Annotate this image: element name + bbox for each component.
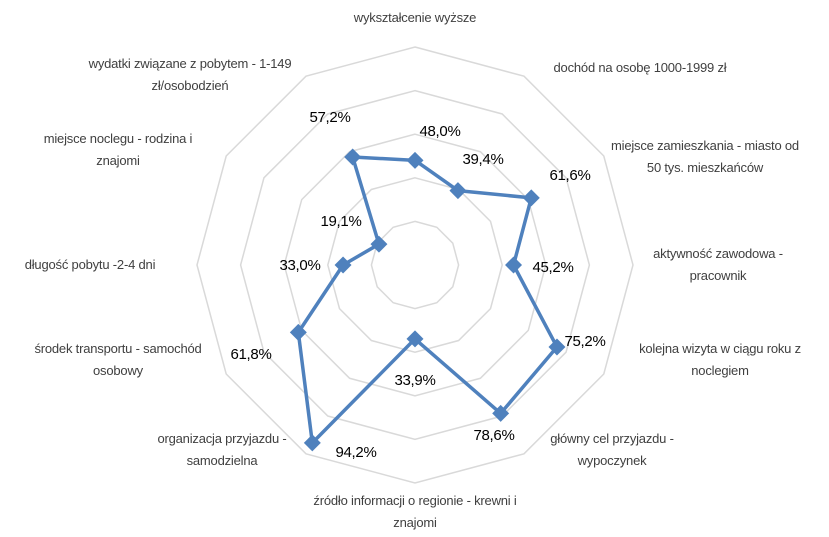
grid-ring [196,46,634,484]
category-label: aktywność zawodowa - pracownik [653,246,783,283]
marker [303,434,321,452]
data-label: 45,2% [532,259,573,276]
marker [334,256,352,274]
data-label: 94,2% [335,444,376,461]
category-label: długość pobytu -2-4 dni [24,257,156,272]
data-label: 78,6% [473,427,514,444]
marker [370,235,388,253]
category-label: miejsce noclegu - rodzina i znajomi [43,131,193,168]
data-label: 75,2% [564,333,605,350]
marker [344,148,362,166]
category-label: organizacja przyjazdu - samodzielna [157,431,287,468]
marker [449,182,467,200]
category-label: główny cel przyjazdu - wypoczynek [550,431,674,468]
marker [505,256,523,274]
category-label: kolejna wizyta w ciągu roku z noclegiem [639,341,801,378]
data-label: 61,8% [230,346,271,363]
marker [492,404,510,422]
category-label: wydatki związane z pobytem - 1-149 zł/os… [88,56,292,93]
data-label: 57,2% [309,109,350,126]
category-label: dochód na osobę 1000-1999 zł [553,60,727,75]
category-label: środek transportu - samochód osobowy [34,341,202,378]
category-label: wykształcenie wyższe [353,10,477,25]
data-label: 33,9% [394,372,435,389]
grid-ring [327,177,503,353]
marker [548,338,566,356]
data-label: 39,4% [462,151,503,168]
data-label: 48,0% [419,123,460,140]
marker [406,330,424,348]
category-label: miejsce zamieszkania - miasto od 50 tys.… [611,138,799,175]
marker [406,151,424,169]
grid-ring [239,89,591,441]
category-label: źródło informacji o regionie - krewni i … [313,493,517,530]
marker [522,189,540,207]
grid-ring [370,220,460,310]
data-label: 33,0% [279,257,320,274]
data-label: 61,6% [549,167,590,184]
marker [289,323,307,341]
data-label: 19,1% [320,213,361,230]
